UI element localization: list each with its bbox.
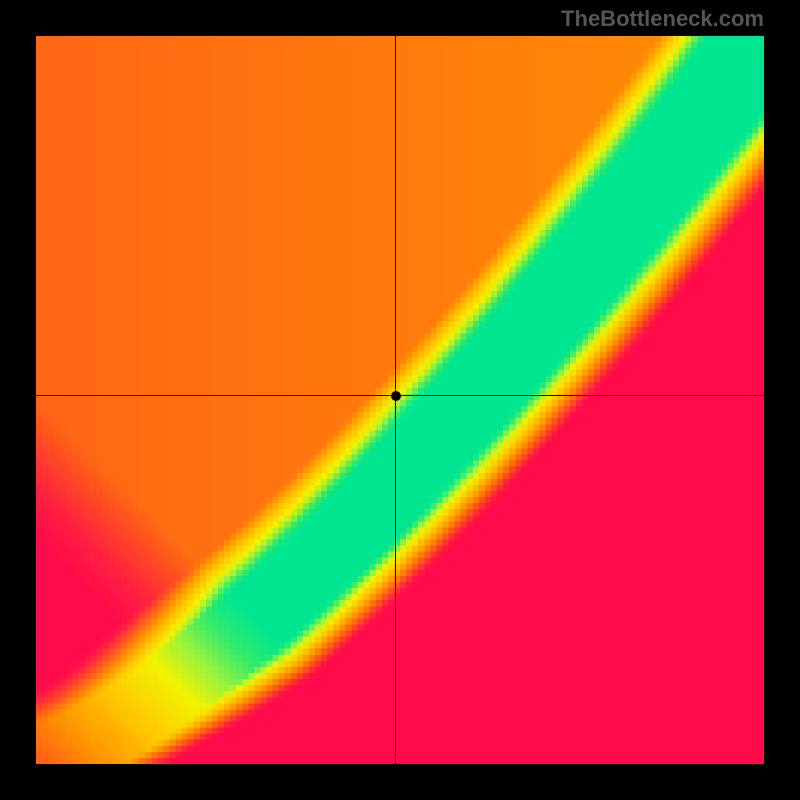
marker-dot xyxy=(391,391,401,401)
heatmap-canvas xyxy=(36,36,764,764)
watermark-text: TheBottleneck.com xyxy=(561,6,764,32)
chart-container: TheBottleneck.com xyxy=(0,0,800,800)
